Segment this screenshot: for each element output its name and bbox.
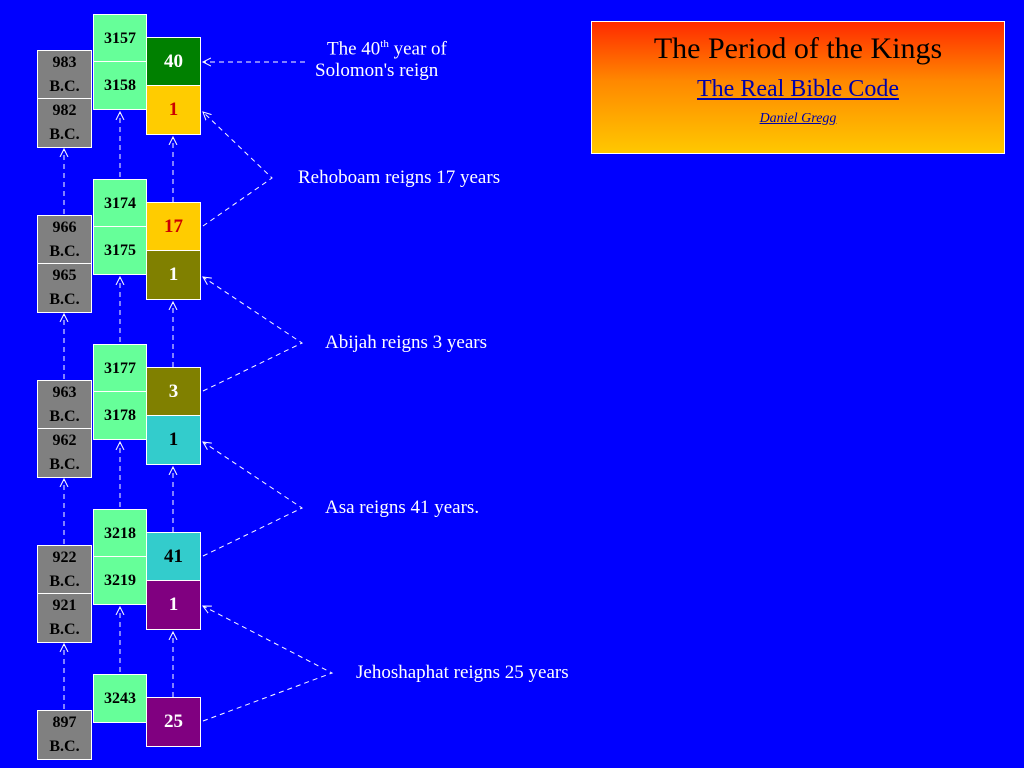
- bc-year-box: 965 B.C.: [37, 263, 92, 313]
- am-year-box: 3219: [93, 556, 147, 605]
- am-year-box: 3177: [93, 344, 147, 393]
- bc-year: 982: [52, 102, 77, 119]
- bc-year-box: 962 B.C.: [37, 428, 92, 478]
- solomon-label-line1: The 40th year of: [327, 38, 447, 60]
- bc-year-box: 921 B.C.: [37, 593, 92, 643]
- label-arrow-asa: [203, 442, 304, 557]
- bc-suffix: B.C.: [49, 621, 80, 638]
- bc-year: 966: [52, 219, 77, 236]
- bc-year: 983: [52, 54, 77, 71]
- subtitle-link[interactable]: The Real Bible Code: [697, 76, 899, 102]
- bc-suffix: B.C.: [49, 408, 80, 425]
- am-year-box: 3243: [93, 674, 147, 723]
- reign-year-box: 3: [146, 367, 201, 417]
- bc-year-box: 966 B.C.: [37, 215, 92, 265]
- bc-year-box: 922 B.C.: [37, 545, 92, 595]
- reign-year-box: 25: [146, 697, 201, 747]
- author-link[interactable]: Daniel Gregg: [759, 111, 837, 126]
- bc-year: 922: [52, 549, 77, 566]
- label-arrow-jehoshaphat: [203, 606, 334, 722]
- jehoshaphat-label: Jehoshaphat reigns 25 years: [356, 662, 569, 683]
- reign-year-box: 1: [146, 250, 201, 300]
- bc-year-box: 897 B.C.: [37, 710, 92, 760]
- bc-year: 963: [52, 384, 77, 401]
- asa-label: Asa reigns 41 years.: [325, 497, 480, 518]
- bc-suffix: B.C.: [49, 573, 80, 590]
- reign-year-box: 1: [146, 85, 201, 135]
- solomon-label-line2: Solomon's reign: [315, 60, 439, 82]
- bc-year: 897: [52, 714, 77, 731]
- bc-year: 965: [52, 267, 77, 284]
- bc-suffix: B.C.: [49, 456, 80, 473]
- reign-year-box: 1: [146, 415, 201, 465]
- reign-year-box: 40: [146, 37, 201, 87]
- am-year-box: 3178: [93, 391, 147, 440]
- bc-year-box: 982 B.C.: [37, 98, 92, 148]
- am-year-box: 3157: [93, 14, 147, 63]
- slide-title: The Period of the Kings: [653, 32, 943, 65]
- am-year-box: 3174: [93, 179, 147, 228]
- bc-suffix: B.C.: [49, 126, 80, 143]
- bc-year: 921: [52, 597, 77, 614]
- title-panel: The Period of the Kings The Real Bible C…: [591, 21, 1005, 154]
- am-year-box: 3218: [93, 509, 147, 558]
- reign-year-box: 17: [146, 202, 201, 252]
- bc-suffix: B.C.: [49, 243, 80, 260]
- solomon-label: The 40th year of Solomon's reign: [315, 38, 519, 82]
- bc-suffix: B.C.: [49, 738, 80, 755]
- rehoboam-label: Rehoboam reigns 17 years: [298, 167, 501, 188]
- bc-suffix: B.C.: [49, 78, 80, 95]
- bc-year-box: 963 B.C.: [37, 380, 92, 430]
- label-arrow-abijah: [203, 277, 304, 392]
- abijah-label: Abijah reigns 3 years: [325, 332, 487, 353]
- am-year-box: 3175: [93, 226, 147, 275]
- label-arrow-rehoboam: [203, 112, 273, 227]
- am-year-box: 3158: [93, 61, 147, 110]
- reign-year-box: 1: [146, 580, 201, 630]
- reign-year-box: 41: [146, 532, 201, 582]
- bc-year: 962: [52, 432, 77, 449]
- bc-year-box: 983 B.C.: [37, 50, 92, 100]
- bc-suffix: B.C.: [49, 291, 80, 308]
